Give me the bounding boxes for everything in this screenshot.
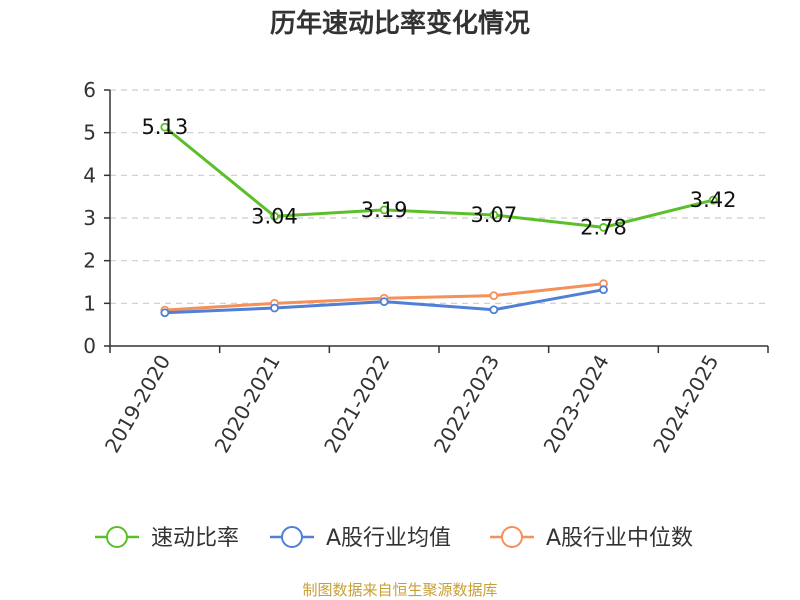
data-point	[270, 211, 279, 221]
y-tick-label: 3	[83, 206, 96, 230]
x-tick-label: 2020-2021	[210, 351, 285, 457]
y-tick-label: 2	[83, 249, 96, 273]
data-label: 3.42	[690, 188, 737, 212]
x-tick-label: 2024-2025	[648, 351, 723, 457]
series-line	[163, 125, 714, 229]
data-point	[708, 195, 718, 205]
data-point	[379, 297, 389, 307]
data-point	[270, 303, 279, 313]
data-labels: 5.13 3.04 3.19 3.07 2.78 3.42	[141, 115, 736, 239]
data-point	[160, 122, 170, 132]
legend-marker	[501, 526, 523, 548]
legend-label: A股行业均值	[326, 526, 451, 551]
chart-title: 历年速动比率变化情况	[270, 8, 530, 39]
data-label: 5.13	[141, 115, 188, 139]
data-point	[160, 308, 170, 318]
data-point	[599, 285, 608, 295]
data-label: 2.78	[580, 215, 627, 239]
data-point	[489, 291, 499, 301]
x-axis: 2019-2020 2020-2021 2021-2022 2022-2023 2023…	[100, 345, 769, 457]
grid-lines	[110, 89, 768, 304]
data-point	[489, 305, 499, 315]
legend-label: 速动比率	[151, 526, 239, 551]
data-point	[599, 222, 608, 232]
y-tick-label: 4	[83, 163, 96, 187]
y-tick-label: 6	[83, 78, 96, 102]
legend-marker	[106, 526, 128, 548]
data-label: 3.07	[470, 203, 517, 227]
data-point	[489, 210, 499, 220]
legend: 速动比率 A股行业均值 A股行业中位数	[95, 526, 693, 551]
y-axis: 0 1 2 3 4 5 6	[83, 78, 111, 358]
data-label: 3.19	[361, 198, 408, 222]
legend-marker	[281, 526, 303, 548]
data-label: 3.04	[251, 204, 298, 228]
x-tick-label: 2019-2020	[100, 351, 175, 457]
y-tick-label: 0	[83, 334, 96, 358]
x-tick-label: 2022-2023	[429, 351, 504, 457]
legend-label: A股行业中位数	[546, 526, 693, 551]
source-note: 制图数据来自恒生聚源数据库	[302, 581, 497, 599]
y-tick-label: 5	[83, 121, 96, 145]
y-tick-label: 1	[83, 291, 96, 315]
x-tick-label: 2021-2022	[319, 351, 394, 457]
data-point	[379, 205, 389, 215]
x-tick-label: 2023-2024	[539, 351, 614, 457]
series-group	[160, 122, 718, 318]
